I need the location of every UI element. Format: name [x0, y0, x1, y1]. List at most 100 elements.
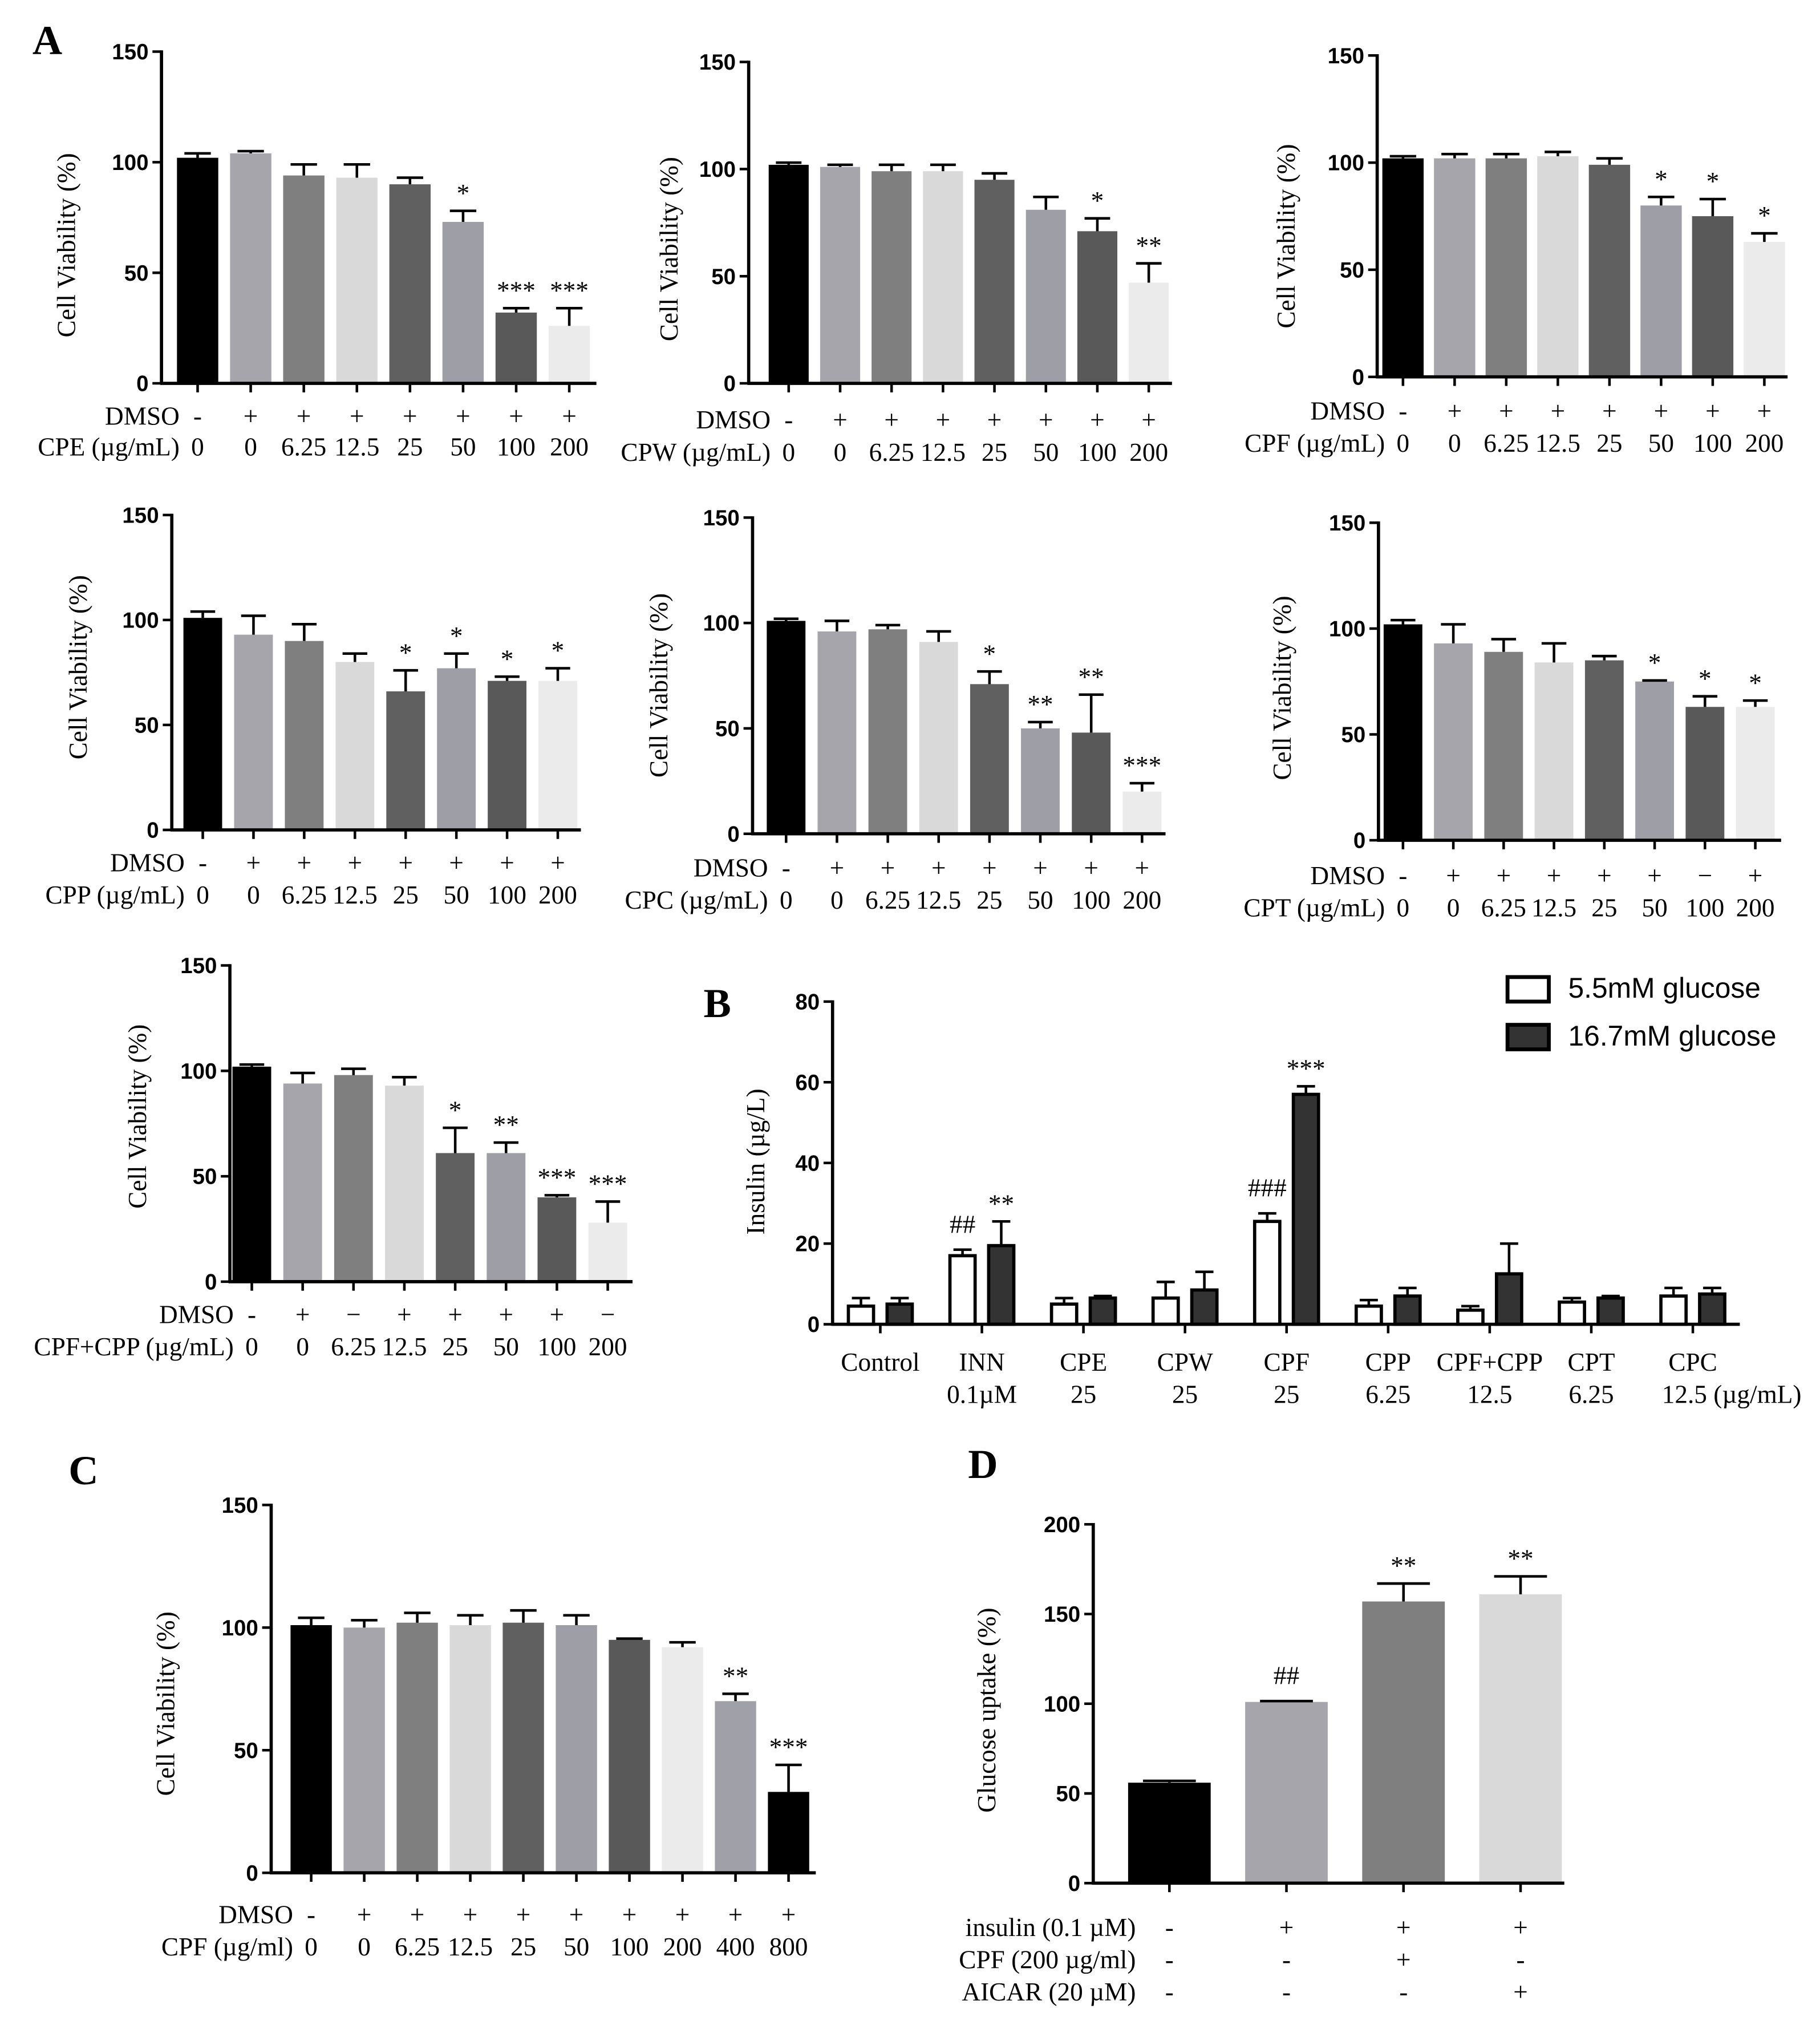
error-bar	[775, 1763, 802, 1792]
error-bar	[1545, 151, 1571, 156]
error-bar	[396, 176, 424, 185]
row-value: +	[295, 1300, 310, 1329]
bar	[768, 1792, 809, 1873]
y-tick-label: 0	[1068, 1872, 1080, 1896]
row-value: +	[1448, 396, 1462, 425]
bar	[234, 634, 273, 830]
bar	[970, 684, 1009, 834]
legend-label: 5.5mM glucose	[1568, 972, 1760, 1004]
error-bar	[1541, 642, 1567, 663]
y-tick-label: 100	[1329, 617, 1365, 642]
significance-label: ##	[1274, 1662, 1299, 1690]
significance-label: **	[1136, 232, 1162, 260]
category-label: 25	[1071, 1380, 1096, 1409]
y-tick-label: 0	[724, 372, 736, 396]
row-value: 50	[493, 1333, 519, 1361]
bar	[1383, 624, 1422, 841]
row-value: 0	[244, 433, 257, 461]
row-value: 25	[1596, 429, 1622, 457]
legend-swatch	[1505, 975, 1551, 1004]
row-value: +	[936, 406, 951, 434]
y-axis-title: Cell Viability (%)	[64, 575, 92, 759]
significance-label: ##	[950, 1210, 975, 1238]
y-tick-label: 0	[808, 1313, 820, 1337]
row-label: CPF (µg/mL)	[1245, 429, 1385, 457]
significance-label: ***	[589, 1170, 627, 1198]
bar	[767, 621, 806, 834]
row-value: +	[1396, 1946, 1411, 1974]
error-bar	[1699, 197, 1726, 217]
error-bar	[556, 306, 583, 326]
category-label: CPF+CPP	[1437, 1348, 1543, 1376]
row-value: +	[1705, 396, 1720, 425]
row-value: +	[562, 402, 577, 430]
error-bar	[824, 619, 850, 631]
panel-label-d: D	[968, 1441, 998, 1487]
bar	[232, 1066, 271, 1282]
bar	[335, 662, 375, 830]
row-value: +	[1446, 861, 1461, 890]
y-tick-label: 50	[1056, 1782, 1080, 1807]
bar	[1382, 158, 1424, 377]
row-value: -	[1399, 1978, 1408, 2006]
significance-label: **	[1027, 690, 1053, 719]
row-value: -	[1165, 1946, 1174, 1974]
error-bar	[1398, 1286, 1417, 1297]
row-value: +	[246, 848, 261, 877]
bar	[1534, 662, 1574, 841]
y-tick-label: 100	[122, 608, 159, 633]
bar	[442, 222, 484, 384]
row-value: 0	[830, 886, 844, 914]
bar	[1584, 660, 1624, 841]
row-value: 12.5	[1531, 894, 1576, 922]
error-bar	[343, 163, 370, 178]
row-value: −	[601, 1300, 615, 1329]
error-bar	[404, 1611, 431, 1623]
row-value: 0	[1397, 894, 1410, 922]
error-bar	[1648, 195, 1675, 206]
error-bar	[926, 630, 951, 642]
bar	[396, 1622, 438, 1873]
bar	[1025, 209, 1066, 384]
row-value: 0	[245, 1333, 258, 1361]
row-value: 0	[247, 881, 260, 909]
row-value: 25	[982, 438, 1007, 467]
error-bar	[1391, 618, 1416, 625]
bar	[487, 1153, 526, 1282]
row-value: +	[297, 402, 311, 430]
y-tick-label: 100	[703, 611, 740, 636]
error-bar	[982, 172, 1008, 180]
bar	[948, 1254, 977, 1326]
row-label: CPW (µg/mL)	[621, 438, 771, 467]
row-value: +	[987, 406, 1002, 434]
row-value: +	[1497, 861, 1511, 890]
category-label: 0.1µM	[947, 1380, 1017, 1409]
error-bar	[239, 1063, 265, 1067]
row-value: 0	[1448, 429, 1461, 457]
error-bar	[443, 1126, 468, 1153]
row-value: -	[1165, 1913, 1174, 1942]
error-bar	[351, 1619, 378, 1628]
significance-label: *	[1749, 669, 1762, 697]
y-tick-label: 100	[222, 1616, 258, 1641]
row-value: -	[198, 848, 207, 877]
row-value: 800	[769, 1933, 808, 1961]
row-value: 200	[550, 433, 589, 461]
error-bar	[510, 1609, 537, 1623]
row-value: 0	[296, 1333, 309, 1361]
row-value: 25	[1591, 894, 1617, 922]
error-bar	[291, 622, 317, 641]
bar	[1190, 1288, 1219, 1326]
row-value: +	[830, 853, 845, 882]
row-label: CPP (µg/mL)	[45, 881, 184, 909]
row-label: CPC (µg/mL)	[625, 886, 768, 914]
error-bar	[290, 163, 317, 176]
category-label: INN	[959, 1348, 1004, 1376]
row-value: +	[569, 1900, 584, 1929]
bar	[389, 184, 431, 384]
category-label: 25	[1172, 1380, 1198, 1409]
error-bar	[616, 1637, 643, 1640]
y-tick-label: 0	[727, 822, 739, 847]
